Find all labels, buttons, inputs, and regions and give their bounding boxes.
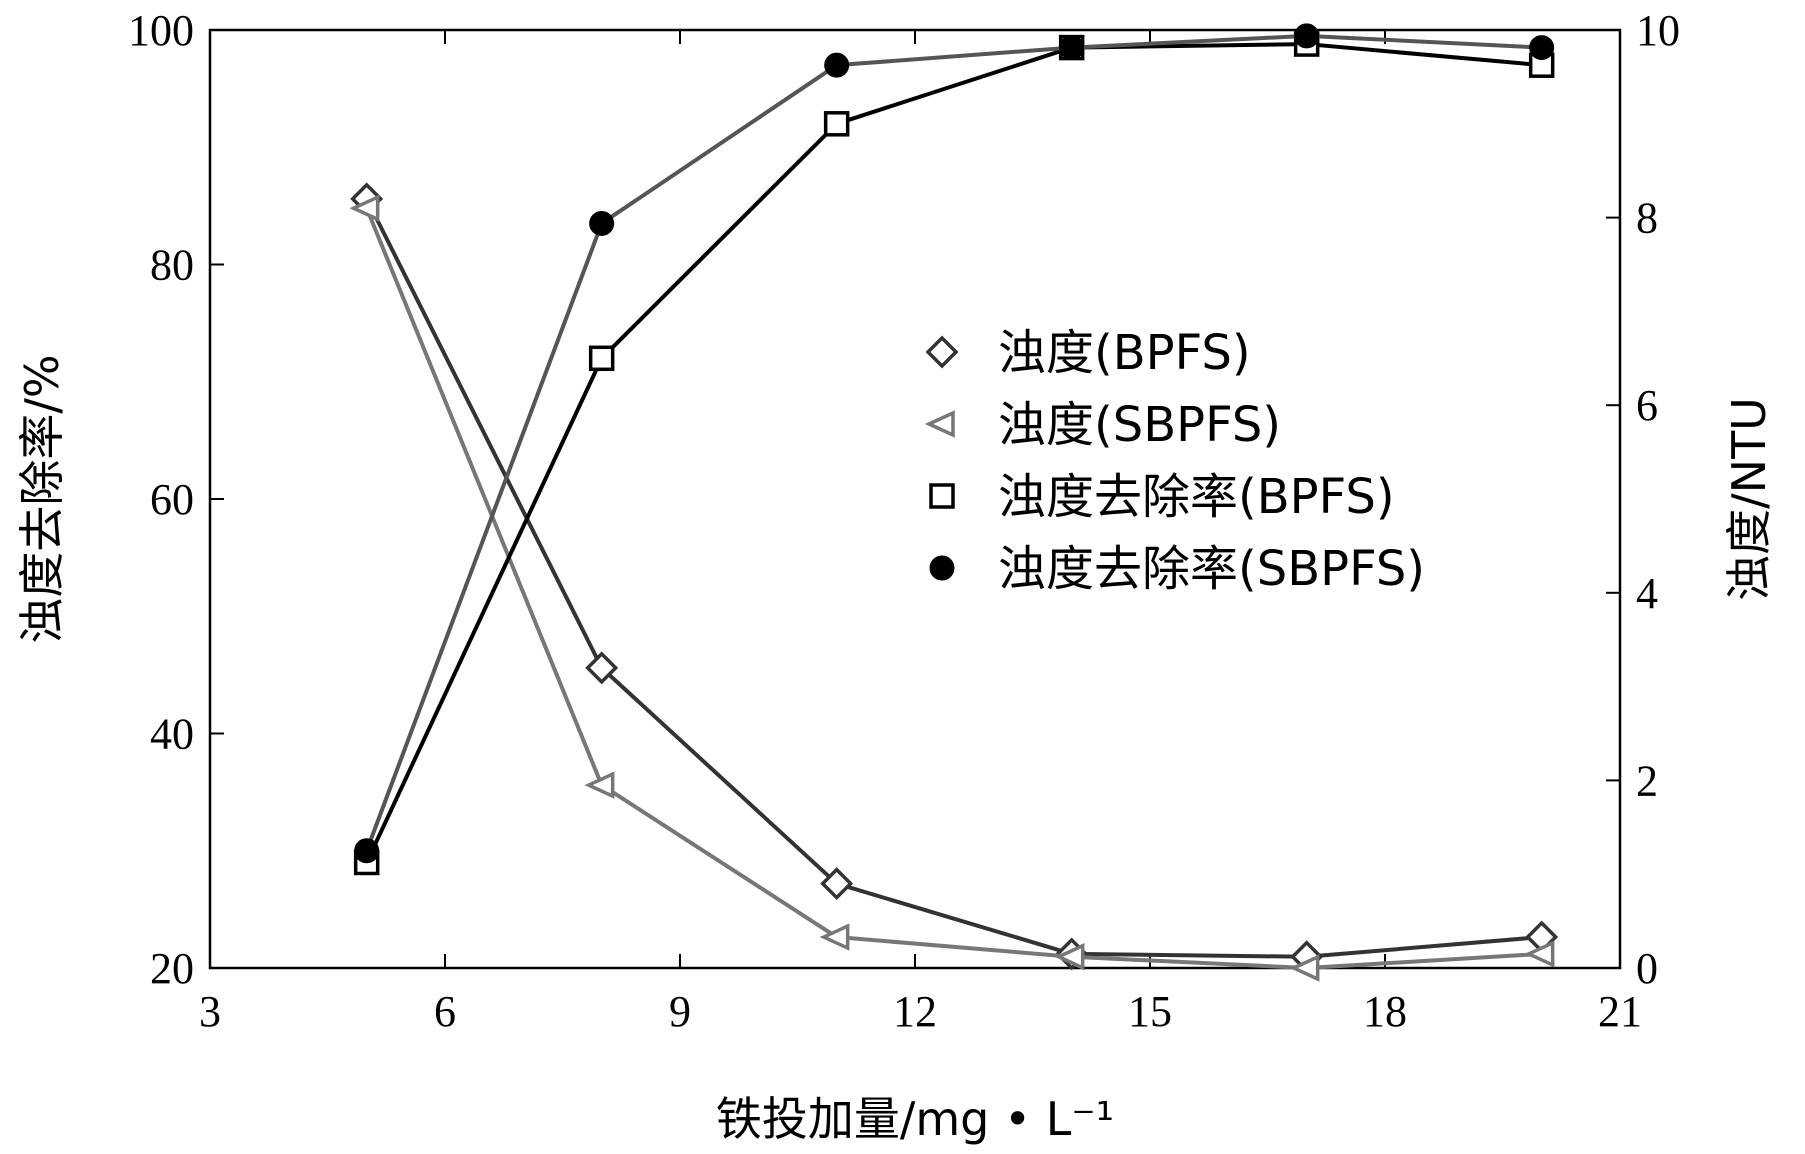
y-left-tick-label: 60: [150, 475, 194, 524]
data-point: [588, 345, 615, 372]
legend-label: 浊度(BPFS): [998, 325, 1251, 381]
y-right-tick-label: 4: [1636, 569, 1658, 618]
x-tick-label: 6: [434, 987, 456, 1036]
legend-label: 浊度去除率(SBPFS): [998, 541, 1425, 597]
data-point: [589, 210, 615, 236]
series-line: [364, 42, 1542, 864]
y-left-tick-label: 40: [150, 710, 194, 759]
series-line: [364, 197, 1542, 959]
data-point: [819, 923, 850, 951]
y-right-tick-label: 6: [1636, 381, 1658, 430]
legend: 浊度(BPFS) 浊度(SBPFS) 浊度去除率(BPFS) 浊度去除率(SBPFS): [924, 325, 1425, 597]
axes-layer: 3 6 9 12 15 18 21 20 40 60 80 100 0 2 4 6 8 10: [128, 6, 1680, 1036]
data-point: [820, 867, 854, 901]
data-point: [1054, 943, 1085, 971]
x-tick-label: 21: [1598, 987, 1642, 1036]
data-point: [1524, 940, 1555, 968]
y-right-tick-label: 8: [1636, 194, 1658, 243]
data-point: [585, 651, 619, 685]
x-axis-title: 铁投加量/mg • L⁻¹: [716, 1092, 1114, 1146]
data-point: [824, 52, 850, 78]
data-point: [1059, 35, 1085, 61]
y-right-tick-label: 0: [1636, 944, 1658, 993]
y-right-tick-label: 10: [1636, 6, 1680, 55]
legend-marker: [925, 335, 959, 369]
x-tick-label: 18: [1363, 987, 1407, 1036]
data-point: [1294, 23, 1320, 49]
series-2: [353, 31, 1555, 876]
legend-marker: [924, 410, 955, 438]
data-point: [1529, 35, 1555, 61]
y-left-tick-label: 100: [128, 6, 194, 55]
series-line: [364, 33, 1542, 852]
x-tick-label: 15: [1128, 987, 1172, 1036]
legend-label: 浊度去除率(BPFS): [998, 469, 1395, 525]
series-1: [349, 194, 1555, 982]
data-point: [584, 771, 615, 799]
x-tick-label: 3: [199, 987, 221, 1036]
data-point: [823, 111, 850, 137]
data-point: [349, 194, 380, 222]
data-point: [1289, 954, 1320, 982]
y-right-tick-label: 2: [1636, 756, 1658, 805]
series-layer: [349, 23, 1559, 982]
plot-frame: [208, 28, 1622, 970]
legend-marker: [929, 483, 955, 509]
x-tick-label: 12: [893, 987, 937, 1036]
y-axis-right-title: 浊度/NTU: [1722, 397, 1776, 601]
x-tick-label: 9: [669, 987, 691, 1036]
y-left-tick-label: 80: [150, 241, 194, 290]
y-axis-left-title: 浊度去除率/%: [15, 354, 69, 643]
legend-label: 浊度(SBPFS): [998, 397, 1281, 453]
legend-marker: [929, 555, 955, 581]
data-point: [354, 838, 380, 864]
y-left-tick-label: 20: [150, 944, 194, 993]
series-line: [364, 207, 1542, 970]
series-3: [354, 23, 1555, 864]
